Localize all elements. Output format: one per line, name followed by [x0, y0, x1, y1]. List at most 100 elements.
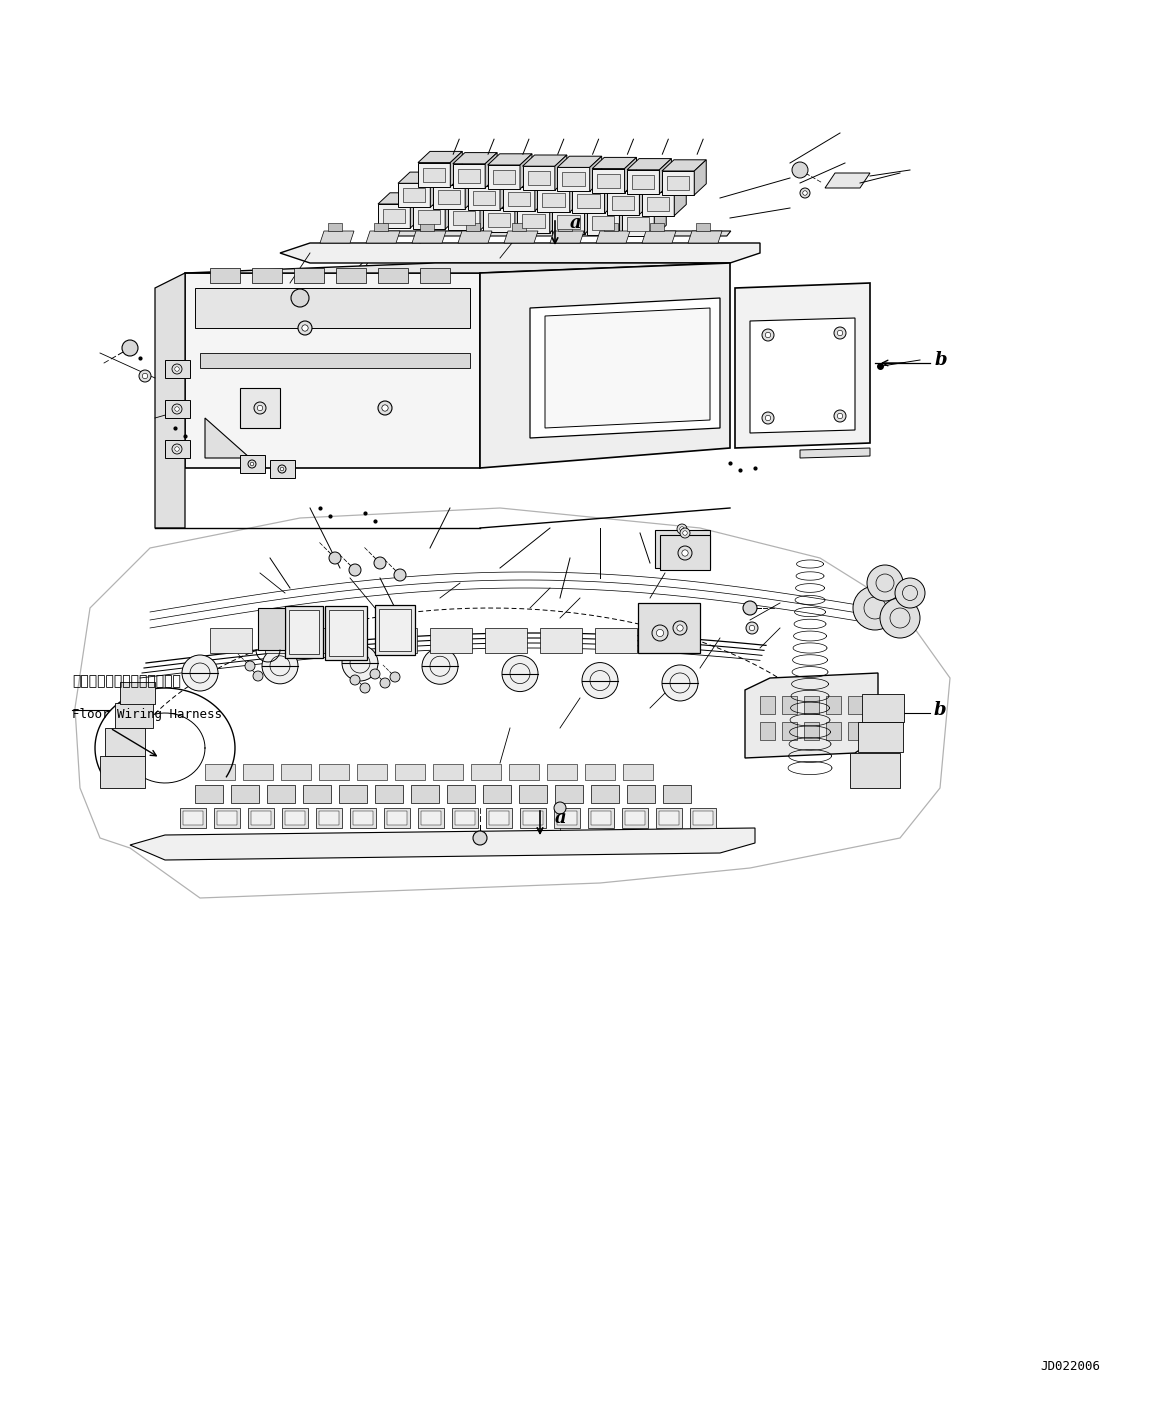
Polygon shape: [647, 197, 669, 211]
Polygon shape: [379, 608, 411, 651]
Circle shape: [254, 403, 266, 414]
Polygon shape: [115, 703, 154, 728]
Polygon shape: [659, 159, 671, 194]
Circle shape: [245, 661, 255, 671]
Polygon shape: [281, 808, 308, 828]
Polygon shape: [483, 207, 515, 231]
Circle shape: [680, 528, 690, 538]
Polygon shape: [418, 808, 444, 828]
Polygon shape: [577, 194, 600, 208]
Polygon shape: [378, 193, 422, 204]
Polygon shape: [502, 176, 547, 187]
Polygon shape: [595, 231, 630, 243]
Circle shape: [866, 565, 902, 601]
Polygon shape: [500, 174, 512, 210]
Circle shape: [291, 288, 309, 307]
Circle shape: [142, 373, 148, 378]
Polygon shape: [627, 159, 671, 170]
Polygon shape: [570, 177, 582, 213]
Polygon shape: [465, 173, 477, 208]
Circle shape: [677, 625, 683, 631]
Polygon shape: [452, 808, 478, 828]
Polygon shape: [675, 180, 686, 216]
Circle shape: [254, 671, 263, 681]
Polygon shape: [693, 811, 713, 825]
Polygon shape: [420, 223, 434, 231]
Polygon shape: [487, 154, 531, 166]
Polygon shape: [319, 811, 338, 825]
Circle shape: [298, 321, 312, 336]
Circle shape: [278, 466, 286, 473]
Polygon shape: [627, 217, 649, 231]
Polygon shape: [418, 163, 450, 187]
Circle shape: [675, 543, 688, 555]
Polygon shape: [472, 191, 495, 204]
Circle shape: [762, 413, 775, 424]
Polygon shape: [183, 811, 204, 825]
Polygon shape: [195, 288, 470, 328]
Polygon shape: [373, 231, 730, 236]
Polygon shape: [662, 160, 706, 171]
Polygon shape: [858, 723, 902, 753]
Polygon shape: [550, 197, 562, 233]
Polygon shape: [507, 191, 530, 206]
Polygon shape: [195, 785, 223, 803]
Polygon shape: [165, 400, 190, 418]
Polygon shape: [826, 695, 841, 714]
Circle shape: [174, 367, 179, 371]
Polygon shape: [591, 785, 619, 803]
Polygon shape: [294, 268, 324, 283]
Circle shape: [172, 444, 181, 454]
Polygon shape: [452, 164, 485, 188]
Polygon shape: [622, 213, 655, 237]
Circle shape: [678, 545, 692, 560]
Polygon shape: [557, 811, 577, 825]
Polygon shape: [595, 628, 637, 653]
Polygon shape: [782, 723, 797, 740]
Polygon shape: [280, 243, 759, 263]
Polygon shape: [433, 173, 477, 184]
Polygon shape: [555, 156, 566, 190]
Circle shape: [394, 568, 406, 581]
Polygon shape: [200, 353, 470, 368]
Polygon shape: [398, 173, 442, 183]
Polygon shape: [211, 628, 252, 653]
Circle shape: [250, 463, 254, 466]
Polygon shape: [329, 610, 363, 655]
Polygon shape: [735, 283, 870, 448]
Polygon shape: [471, 764, 501, 780]
Polygon shape: [374, 223, 388, 231]
Polygon shape: [782, 695, 797, 714]
Polygon shape: [605, 178, 616, 213]
Polygon shape: [480, 263, 730, 468]
Polygon shape: [750, 318, 855, 433]
Polygon shape: [804, 695, 819, 714]
Polygon shape: [383, 208, 405, 223]
Polygon shape: [598, 174, 620, 187]
Polygon shape: [607, 180, 651, 190]
Polygon shape: [518, 197, 562, 208]
Polygon shape: [320, 628, 362, 653]
Polygon shape: [433, 764, 463, 780]
Polygon shape: [387, 811, 407, 825]
Polygon shape: [231, 785, 259, 803]
Circle shape: [852, 585, 897, 630]
Polygon shape: [185, 273, 480, 468]
Polygon shape: [650, 223, 664, 231]
Polygon shape: [421, 811, 441, 825]
Circle shape: [350, 675, 361, 685]
Polygon shape: [452, 153, 497, 164]
Polygon shape: [316, 808, 342, 828]
Circle shape: [837, 413, 843, 418]
Polygon shape: [591, 811, 611, 825]
Polygon shape: [826, 723, 841, 740]
Polygon shape: [395, 764, 424, 780]
Polygon shape: [354, 811, 373, 825]
Polygon shape: [547, 764, 577, 780]
Polygon shape: [850, 753, 900, 788]
Polygon shape: [592, 169, 625, 193]
Circle shape: [374, 557, 386, 568]
Circle shape: [257, 406, 263, 411]
Polygon shape: [518, 208, 550, 233]
Polygon shape: [480, 196, 492, 230]
